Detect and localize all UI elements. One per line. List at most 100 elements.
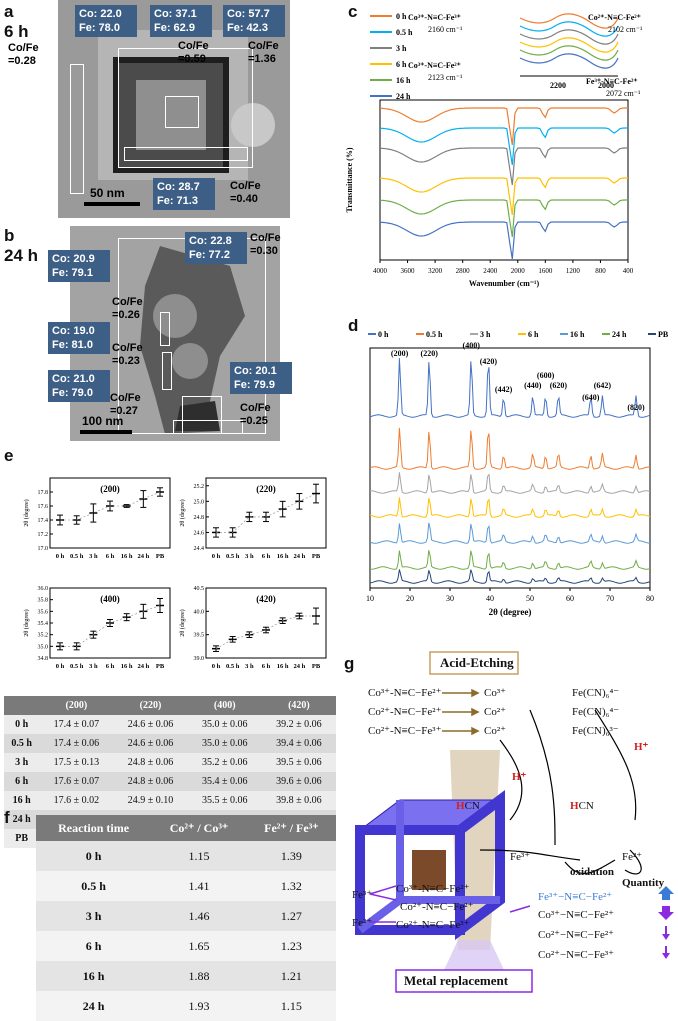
peak-xtick-label: PB: [156, 663, 165, 670]
table-row: 3 h 17.5 ± 0.13 24.8 ± 0.06 35.2 ± 0.06 39.5…: [4, 753, 336, 772]
xrd-peak-label: (620): [550, 381, 568, 390]
scale-bar-a: [84, 202, 140, 206]
xrd-peak-label: (442): [495, 385, 513, 394]
panel-b-label: b: [4, 226, 15, 245]
f-cell: 1.27: [246, 901, 336, 931]
ftir-legend-label: 6 h: [396, 60, 407, 69]
ftir-series-line: [379, 107, 628, 145]
table-row: 6 h 17.6 ± 0.07 24.8 ± 0.06 35.4 ± 0.06 39.6…: [4, 772, 336, 791]
comp-box-b1: Co: 22.8 Fe: 77.2: [185, 232, 247, 264]
xrd-peak-label: (440): [524, 381, 542, 390]
e-cell: 6 h: [4, 772, 40, 791]
comp-box-b5: Co: 20.1 Fe: 79.9: [230, 362, 292, 394]
tem-6h-drawing: [98, 30, 275, 180]
peak-ytick-label: 40.0: [194, 609, 205, 615]
ftir-series-line: [379, 147, 628, 185]
ratio-a4: Co/Fe =0.40: [230, 180, 261, 205]
xrd-series-line: [369, 550, 651, 570]
scale-bar-b: [80, 430, 132, 434]
xrd-legend-label: 0 h: [378, 330, 389, 339]
e-cell: 17.4 ± 0.07: [39, 715, 114, 734]
xrd-legend-label: 3 h: [480, 330, 491, 339]
e-cell: 35.2 ± 0.06: [187, 753, 262, 772]
e-cell: 35.5 ± 0.06: [187, 791, 262, 810]
e-cell: 0 h: [4, 715, 40, 734]
e-cell: 39.4 ± 0.06: [261, 734, 336, 753]
g-mid-2: Co²⁺: [484, 725, 506, 737]
g-hcn-2: HCN: [570, 800, 594, 812]
f-cell: 1.15: [151, 841, 247, 871]
xrd-series-line: [369, 497, 651, 518]
xrd-chart: 10 20 30 40 50 60 70 80 2θ (degree) 0 h 0.5 h 3 h 6 …: [366, 330, 669, 617]
peak-xtick-label: 16 h: [277, 663, 289, 670]
xrd-peak-label: (400): [463, 341, 481, 350]
table-row: 6 h 1.65 1.23: [36, 931, 336, 961]
ftir-xtick-label: 2000: [511, 267, 526, 275]
e-cell: 16 h: [4, 791, 40, 810]
scheme-graphics: [355, 651, 674, 993]
peak-xtick-label: 0.5 h: [70, 553, 84, 560]
xrd-xtick-label: 60: [566, 594, 574, 603]
e-cell: 24.9 ± 0.10: [113, 791, 188, 810]
peak-xtick-label: 16 h: [121, 553, 133, 560]
ftir-xtick-label: 4000: [373, 267, 388, 275]
peak-shift-420: (420) 39.0 39.5 40.0 40.5 2θ (degree) 0 h 0.5 h…: [179, 586, 327, 670]
peak-shift-200: (200) 17.0 17.2 17.4 17.6 17.8 2θ (degree) 0 h 0…: [23, 477, 171, 560]
e-cell: 35.0 ± 0.06: [187, 734, 262, 753]
peak-chart-title: (220): [256, 484, 276, 494]
peak-ytick-label: 25.2: [194, 484, 205, 490]
ftir-inset-line: [519, 37, 619, 53]
g-qty-row-2: Co²⁺−N≡C−Fe²⁺: [538, 929, 614, 941]
peak-xtick-label: 24 h: [137, 553, 149, 560]
peak-ytick-label: 35.2: [38, 633, 49, 639]
ftir-annotation-wn: 2102 cm⁻¹: [608, 25, 643, 34]
xrd-peak-label: (642): [594, 381, 612, 390]
g-fe3: Fe³⁺: [510, 851, 531, 863]
peak-shift-400: (400) 34.8 35.0 35.2 35.4 35.6 35.8 36.0 2θ (deg…: [23, 586, 171, 670]
e-cell: 0.5 h: [4, 734, 40, 753]
g-qty-row-1: Co³⁺−N≡C−Fe²⁺: [538, 909, 614, 921]
peak-ytick-label: 35.4: [38, 621, 49, 627]
ftir-chart: 4000 3600 3200 2800 2400 2000 1600 1200 800 400 Wa…: [345, 12, 643, 288]
ftir-xtick-label: 3200: [428, 267, 443, 275]
f-cell: 1.39: [246, 841, 336, 871]
g-quantity: Quantity: [622, 877, 665, 889]
table-row: 16 h 17.6 ± 0.02 24.9 ± 0.10 35.5 ± 0.06 39.…: [4, 791, 336, 810]
f-cell: 1.21: [246, 961, 336, 991]
g-left-row-1: Co²⁺‐N≡C−Fe²⁺: [368, 706, 442, 718]
panel-a-label: a: [4, 2, 14, 21]
ftir-annotation: Co²⁺-N≡C-Fe²⁺: [588, 13, 641, 22]
cube-icon: [355, 790, 505, 940]
trend-down-icon: [658, 906, 674, 920]
table-row: 24 h 1.93 1.15: [36, 991, 336, 1021]
ftir-xtick-label: 400: [623, 267, 634, 275]
ftir-xlabel: Wavenumber (cm⁻¹): [469, 279, 540, 288]
peak-xtick-label: 6 h: [106, 553, 115, 560]
ftir-xtick-label: 3600: [401, 267, 416, 275]
ratio-b2: Co/Fe =0.26: [112, 296, 143, 321]
ratio-b4: Co/Fe =0.27: [110, 392, 141, 417]
table-row: 16 h 1.88 1.21: [36, 961, 336, 991]
panel-d-label: d: [348, 316, 359, 335]
f-cell: 1.15: [246, 991, 336, 1021]
peak-ylabel: 2θ (degree): [179, 499, 186, 526]
ftir-legend-label: 0.5 h: [396, 28, 413, 37]
ftir-series-line: [379, 127, 628, 165]
ftir-inset-tick: 2200: [550, 81, 566, 90]
peak-ytick-label: 17.8: [38, 490, 49, 496]
g-qty-row-0: Fe³⁺−N≡C−Fe²⁺: [538, 891, 613, 903]
e-cell: 39.5 ± 0.06: [261, 753, 336, 772]
peak-ytick-label: 25.0: [194, 499, 205, 505]
panel-b-time: 24 h: [4, 246, 39, 265]
table-row: 0 h 1.15 1.39: [36, 841, 336, 871]
panel-c-label: c: [348, 2, 358, 21]
peak-trend-line: [216, 493, 317, 533]
f-cell: 6 h: [36, 931, 152, 961]
xrd-xtick-label: 20: [406, 594, 414, 603]
peak-xtick-label: 0 h: [212, 663, 221, 670]
peak-ytick-label: 24.8: [194, 515, 205, 521]
peak-ytick-label: 35.8: [38, 598, 49, 604]
peak-xtick-label: PB: [156, 553, 165, 560]
xrd-axes-frame: [369, 347, 651, 589]
trend-down-icon-3: [662, 946, 670, 959]
